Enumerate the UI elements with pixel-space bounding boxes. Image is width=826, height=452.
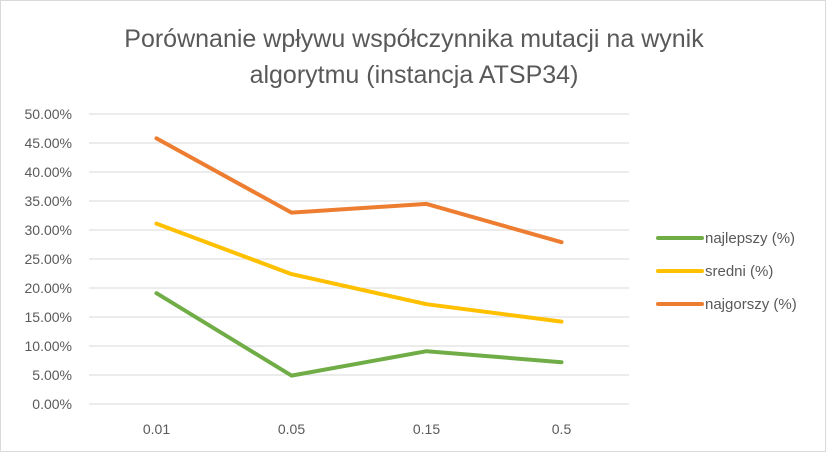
y-tick-label: 25.00%: [25, 251, 72, 267]
chart-title-line2: algorytmu (instancja ATSP34): [250, 61, 579, 89]
y-tick-label: 50.00%: [25, 106, 72, 122]
legend: najlepszy (%) sredni (%) najgorszy (%): [656, 230, 797, 313]
y-tick-label: 45.00%: [25, 135, 72, 151]
chart-title-line1: Porównanie wpływu współczynnika mutacji …: [124, 25, 704, 53]
x-axis-tick-labels: 0.01 0.05 0.15 0.5: [143, 421, 572, 437]
x-tick-label: 0.01: [143, 421, 170, 437]
legend-label: najlepszy (%): [705, 230, 795, 247]
y-tick-label: 5.00%: [32, 367, 72, 383]
series-lines: [154, 136, 564, 378]
x-tick-label: 0.5: [552, 421, 572, 437]
y-tick-label: 30.00%: [25, 222, 72, 238]
x-tick-label: 0.05: [278, 421, 305, 437]
y-tick-label: 0.00%: [32, 396, 72, 412]
y-tick-label: 35.00%: [25, 193, 72, 209]
series-line-1: [154, 291, 564, 378]
y-tick-label: 10.00%: [25, 338, 72, 354]
y-tick-label: 40.00%: [25, 164, 72, 180]
y-tick-label: 15.00%: [25, 309, 72, 325]
legend-label: najgorszy (%): [705, 296, 797, 313]
legend-label: sredni (%): [705, 263, 773, 280]
x-tick-label: 0.15: [413, 421, 440, 437]
y-tick-label: 20.00%: [25, 280, 72, 296]
series-line-2: [154, 221, 564, 324]
series-line-3: [154, 136, 564, 245]
y-axis-tick-labels: 0.00% 5.00% 10.00% 15.00% 20.00% 25.00% 30.00%…: [25, 106, 72, 412]
